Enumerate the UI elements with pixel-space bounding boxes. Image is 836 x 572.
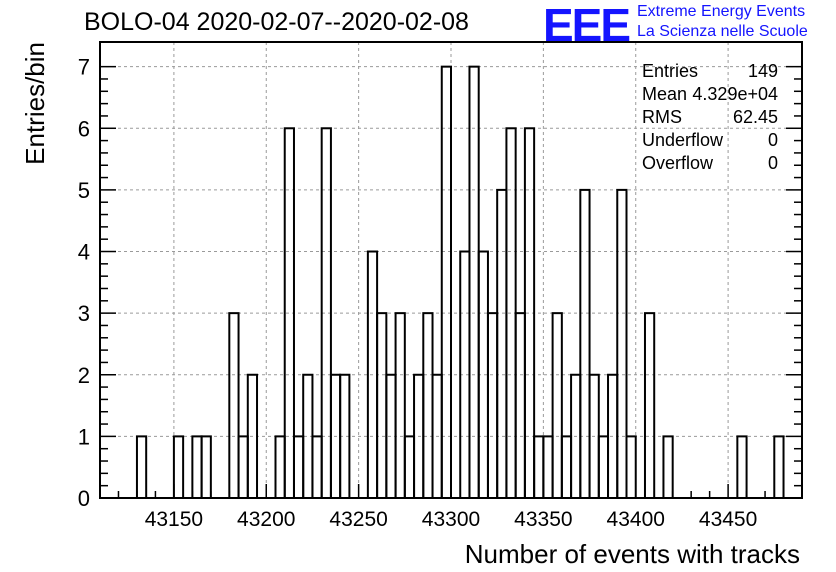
stats-label: Entries (642, 61, 698, 81)
logo-subtitle-2: La Scienza nelle Scuole (637, 23, 808, 40)
x-tick-label: 43400 (607, 508, 665, 531)
stats-label: Overflow (642, 153, 714, 173)
stats-label: RMS (642, 107, 682, 127)
histogram-bin (135, 435, 148, 500)
histogram-bin (191, 435, 203, 500)
stats-label: Mean (642, 84, 687, 104)
x-tick-label: 43350 (514, 508, 572, 531)
histogram-bin (376, 312, 388, 499)
y-tick-label: 6 (78, 116, 90, 141)
histogram-bin (625, 435, 637, 500)
histogram-bin (773, 435, 785, 500)
stats-label: Underflow (642, 130, 724, 150)
y-axis-label: Entries/bin (20, 42, 50, 165)
y-tick-label: 0 (78, 486, 90, 511)
histogram-bin (440, 65, 452, 499)
chart-title: BOLO-04 2020-02-07--2020-02-08 (84, 8, 469, 36)
y-tick-label: 1 (78, 424, 90, 449)
eee-logo: EEE (543, 0, 631, 51)
histogram-bin (172, 435, 185, 500)
histogram-bin (514, 312, 526, 499)
histogram-bin (551, 312, 563, 499)
stats-value: 149 (748, 61, 778, 81)
histogram-bin (560, 435, 573, 500)
histogram-bin (274, 435, 286, 500)
histogram-bin (394, 312, 406, 499)
histogram-bin (237, 435, 249, 500)
histogram-bin (486, 312, 499, 499)
histogram-bin (542, 435, 554, 500)
histogram-bin (228, 312, 240, 499)
histogram-bin (200, 435, 212, 500)
y-tick-label: 4 (78, 240, 90, 265)
x-axis-label: Number of events with tracks (465, 539, 800, 569)
histogram-bin (662, 435, 674, 500)
x-tick-label: 43450 (699, 508, 757, 531)
y-tick-label: 3 (78, 301, 90, 326)
x-tick-label: 43300 (422, 508, 480, 531)
histogram-bin (403, 435, 416, 500)
histogram-bin (468, 65, 480, 499)
histogram-bin (616, 188, 628, 499)
x-tick-label: 43250 (329, 508, 387, 531)
stats-value: 4.329e+04 (692, 84, 778, 104)
logo-subtitle-1: Extreme Energy Events (637, 3, 806, 20)
x-tick-label: 43150 (145, 508, 203, 531)
histogram-bin (422, 312, 434, 499)
stats-value: 0 (768, 130, 778, 150)
histogram-bin (533, 435, 545, 500)
histogram-bin (311, 435, 323, 500)
histogram-bin (643, 312, 656, 499)
stats-value: 0 (768, 153, 778, 173)
histogram-bin (579, 188, 591, 499)
histogram-bin (597, 435, 610, 500)
histogram-bin (736, 435, 748, 500)
histogram-bin (496, 188, 508, 499)
stats-value: 62.45 (733, 107, 778, 127)
y-tick-label: 5 (78, 178, 90, 203)
y-tick-label: 7 (78, 55, 90, 80)
histogram-bin (292, 435, 305, 500)
y-tick-label: 2 (78, 363, 90, 388)
x-tick-label: 43200 (237, 508, 295, 531)
